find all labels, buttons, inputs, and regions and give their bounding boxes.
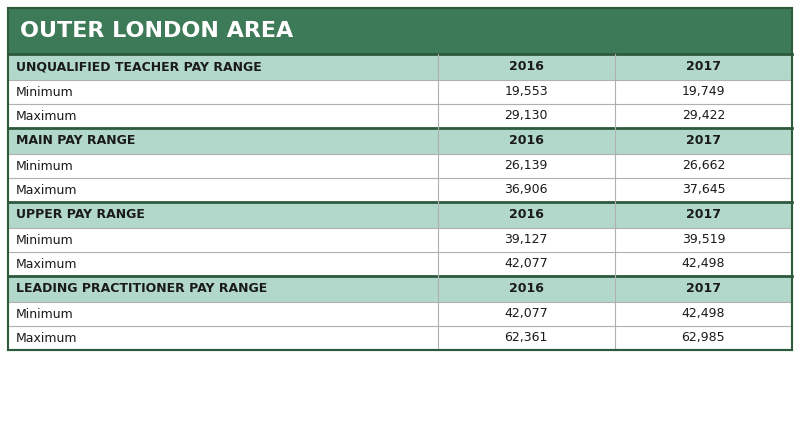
Text: 2017: 2017	[686, 282, 721, 296]
Text: 19,749: 19,749	[682, 86, 725, 98]
Text: 26,662: 26,662	[682, 159, 725, 173]
Text: MAIN PAY RANGE: MAIN PAY RANGE	[16, 135, 135, 147]
Text: Minimum: Minimum	[16, 308, 74, 320]
Bar	[8, 128, 792, 154]
Text: 2017: 2017	[686, 208, 721, 222]
Text: Minimum: Minimum	[16, 159, 74, 173]
Bar	[8, 8, 792, 54]
Text: 39,127: 39,127	[505, 233, 548, 247]
Bar	[8, 276, 792, 302]
Text: Maximum: Maximum	[16, 257, 78, 271]
Bar	[8, 54, 792, 80]
Text: LEADING PRACTITIONER PAY RANGE: LEADING PRACTITIONER PAY RANGE	[16, 282, 267, 296]
Text: Minimum: Minimum	[16, 86, 74, 98]
Bar	[8, 202, 792, 228]
Bar	[8, 8, 792, 350]
Text: 36,906: 36,906	[505, 184, 548, 196]
Text: Maximum: Maximum	[16, 184, 78, 196]
Text: 39,519: 39,519	[682, 233, 725, 247]
Bar	[8, 252, 792, 276]
Text: 29,422: 29,422	[682, 109, 725, 123]
Text: UPPER PAY RANGE: UPPER PAY RANGE	[16, 208, 145, 222]
Text: 29,130: 29,130	[505, 109, 548, 123]
Text: 2016: 2016	[509, 282, 544, 296]
Text: 42,077: 42,077	[504, 308, 548, 320]
Text: 26,139: 26,139	[505, 159, 548, 173]
Text: 42,498: 42,498	[682, 308, 725, 320]
Text: 62,361: 62,361	[505, 331, 548, 345]
Text: 19,553: 19,553	[505, 86, 548, 98]
Text: 2017: 2017	[686, 135, 721, 147]
Text: 42,077: 42,077	[504, 257, 548, 271]
Text: OUTER LONDON AREA: OUTER LONDON AREA	[20, 21, 294, 41]
Bar	[8, 228, 792, 252]
Text: Maximum: Maximum	[16, 109, 78, 123]
Bar	[8, 104, 792, 128]
Bar	[8, 178, 792, 202]
Bar	[8, 80, 792, 104]
Text: 2016: 2016	[509, 135, 544, 147]
Text: 42,498: 42,498	[682, 257, 725, 271]
Bar	[8, 154, 792, 178]
Text: Minimum: Minimum	[16, 233, 74, 247]
Text: 2016: 2016	[509, 60, 544, 74]
Text: 2016: 2016	[509, 208, 544, 222]
Bar	[8, 302, 792, 326]
Text: 37,645: 37,645	[682, 184, 726, 196]
Text: 62,985: 62,985	[682, 331, 726, 345]
Bar	[8, 326, 792, 350]
Text: Maximum: Maximum	[16, 331, 78, 345]
Text: 2017: 2017	[686, 60, 721, 74]
Text: UNQUALIFIED TEACHER PAY RANGE: UNQUALIFIED TEACHER PAY RANGE	[16, 60, 262, 74]
